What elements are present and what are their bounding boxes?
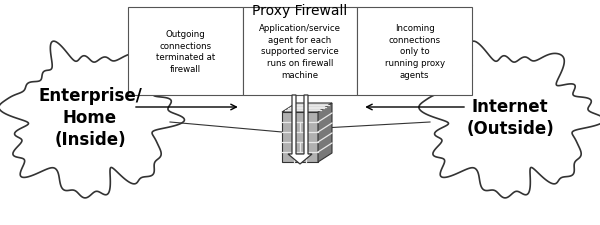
Polygon shape xyxy=(318,104,332,162)
Text: Application/service
agent for each
supported service
runs on firewall
machine: Application/service agent for each suppo… xyxy=(259,24,341,80)
Text: Proxy Firewall: Proxy Firewall xyxy=(253,4,347,18)
Text: Incoming
connections
only to
running proxy
agents: Incoming connections only to running pro… xyxy=(385,24,445,80)
Text: Internet
(Outside): Internet (Outside) xyxy=(466,97,554,137)
Polygon shape xyxy=(288,96,312,164)
Bar xyxy=(242,8,358,96)
Bar xyxy=(128,8,242,96)
Text: Enterprise/
Home
(Inside): Enterprise/ Home (Inside) xyxy=(38,86,142,148)
Polygon shape xyxy=(419,42,600,198)
Bar xyxy=(358,8,472,96)
Polygon shape xyxy=(282,112,318,162)
Polygon shape xyxy=(282,104,332,112)
Text: Outgoing
connections
terminated at
firewall: Outgoing connections terminated at firew… xyxy=(156,30,215,74)
Polygon shape xyxy=(0,42,184,198)
